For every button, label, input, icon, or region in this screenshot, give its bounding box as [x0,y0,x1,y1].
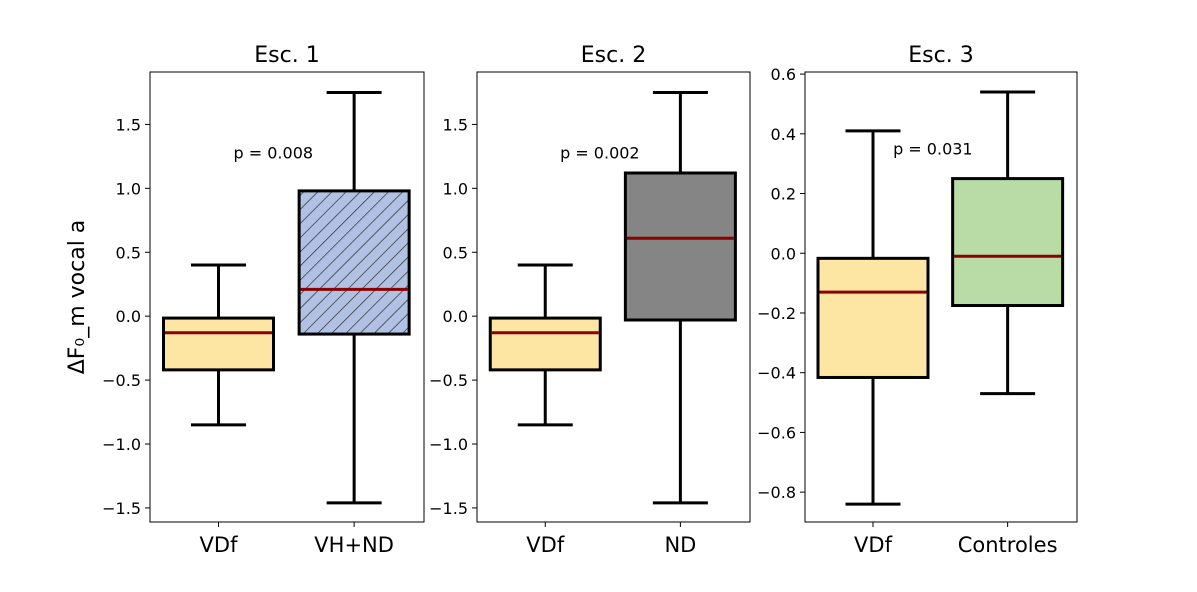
y-tick-label: −1.0 [429,435,468,454]
y-tick-label: 0.0 [443,307,468,326]
box-hatch [299,190,410,335]
box-vh-nd [297,90,411,505]
y-tick-label: 0.4 [771,125,796,144]
panel-1: Esc. 1 −1.5 −1.0 −0.5 0.0 0.5 1.0 1.5 VDf VH+ND p … [102,43,425,557]
y-tick-label: 1.0 [116,179,141,198]
box-fill [818,258,928,378]
x-tick-label: VH+ND [314,533,394,557]
y-tick-label: 0.0 [771,244,796,263]
box-outline [488,316,602,372]
p-value-annotation: p = 0.008 [234,144,314,163]
box-outline [162,316,275,372]
y-tick-label: 0.5 [443,243,468,262]
x-tick-label: ND [664,533,696,557]
x-tick-label: Controles [958,533,1058,557]
box-vdf [162,263,275,427]
y-tick-label: −1.0 [102,435,141,454]
x-tick-label: VDf [854,533,893,557]
y-axis-label: ΔF₀_m vocal a [65,220,90,375]
y-tick-label: −1.5 [429,499,468,518]
p-value-annotation: p = 0.031 [893,140,973,159]
y-tick-label: −0.2 [757,304,796,323]
y-tick-label: 0.2 [771,185,796,204]
box-fill [952,178,1063,306]
box-vdf [816,129,930,506]
y-tick-label: 0.6 [771,65,796,84]
box-outline [623,171,737,322]
y-tick-label: −0.4 [757,364,796,383]
axes-frame [476,71,751,523]
y-tick-label: −0.5 [102,371,141,390]
y-tick-label: 1.5 [116,115,141,134]
x-tick-label: VDf [200,533,239,557]
y-tick-label: −0.5 [429,371,468,390]
y-tick-label: −0.8 [757,483,796,502]
panel-3: Esc. 3 −0.8 −0.6 −0.4 −0.2 0.0 0.2 0.4 0.6 VDf Con… [757,43,1078,557]
panel-2: Esc. 2 −1.5 −1.0 −0.5 0.0 0.5 1.0 1.5 VDf ND p = 0… [429,43,751,557]
y-tick-label: 1.5 [443,115,468,134]
box-fill [163,318,274,370]
box-fill [625,172,736,321]
box-outline [816,256,930,379]
y-tick-label: −1.5 [102,499,141,518]
panel-title: Esc. 3 [908,43,973,68]
box-outline [297,189,411,336]
y-tick-label: 1.0 [443,179,468,198]
y-tick-label: 0.5 [116,243,141,262]
box-vdf [488,263,602,427]
axes-frame [804,71,1078,523]
y-tick-label: 0.0 [116,307,141,326]
box-fill [490,318,601,370]
x-tick-label: VDf [526,533,565,557]
axes-frame [149,71,425,523]
box-outline [951,177,1065,308]
panel-title: Esc. 2 [581,43,646,68]
box-controles [951,90,1065,396]
panel-title: Esc. 1 [254,43,319,68]
box-nd [623,90,737,505]
p-value-annotation: p = 0.002 [560,144,640,163]
y-tick-label: −0.6 [757,423,796,442]
